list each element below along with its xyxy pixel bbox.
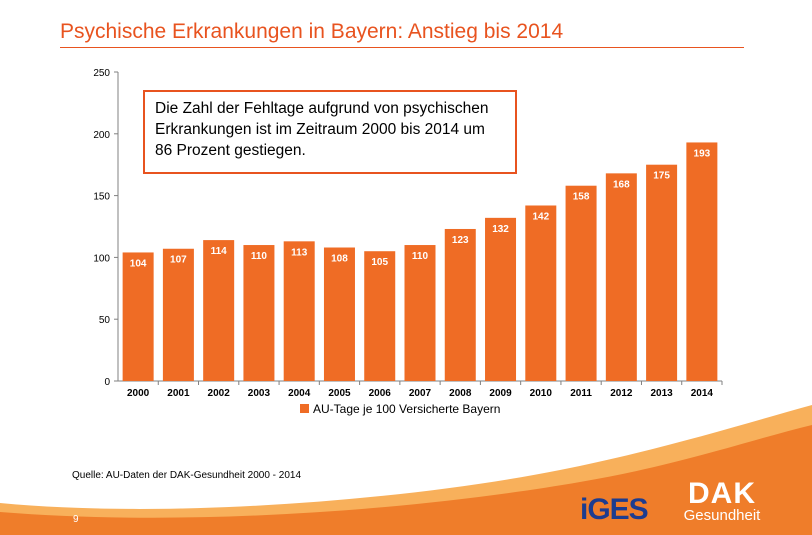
bar: [646, 164, 678, 381]
data-label: 132: [492, 224, 509, 235]
bar: [364, 251, 396, 381]
x-tick-label: 2000: [127, 388, 150, 399]
x-tick-label: 2003: [248, 388, 271, 399]
title-underline: [60, 47, 744, 48]
data-label: 105: [371, 257, 388, 268]
bar: [605, 173, 637, 381]
page-number: 9: [73, 514, 79, 525]
data-label: 158: [573, 192, 590, 203]
callout-box: Die Zahl der Fehltage aufgrund von psych…: [143, 90, 517, 174]
data-label: 142: [532, 211, 549, 222]
iges-logo: iGES: [580, 493, 649, 526]
x-tick-label: 2007: [409, 388, 432, 399]
data-label: 110: [412, 251, 429, 262]
x-tick-label: 2012: [610, 388, 633, 399]
bar: [283, 241, 315, 381]
dak-logo-subtext: Gesundheit: [683, 507, 761, 524]
bar: [243, 245, 275, 381]
data-label: 175: [653, 171, 670, 182]
data-label: 107: [170, 255, 187, 266]
y-tick-label: 250: [93, 68, 110, 79]
bar: [444, 228, 476, 381]
data-label: 114: [211, 246, 228, 257]
x-tick-label: 2009: [489, 388, 512, 399]
y-tick-label: 100: [93, 253, 110, 264]
y-tick-label: 150: [93, 192, 110, 203]
bar: [404, 245, 436, 381]
data-label: 104: [130, 258, 147, 269]
x-tick-label: 2011: [570, 388, 592, 399]
bar: [122, 252, 154, 381]
data-label: 110: [251, 251, 268, 262]
x-tick-label: 2008: [449, 388, 472, 399]
data-label: 193: [694, 148, 711, 159]
data-label: 168: [613, 179, 630, 190]
x-tick-label: 2005: [328, 388, 351, 399]
source-note: Quelle: AU-Daten der DAK-Gesundheit 2000…: [72, 470, 302, 481]
bar: [686, 142, 718, 381]
x-tick-label: 2013: [650, 388, 673, 399]
x-tick-label: 2002: [208, 388, 231, 399]
bar: [323, 247, 355, 381]
bottom-swoosh-dark: [0, 425, 812, 535]
slide-title: Psychische Erkrankungen in Bayern: Ansti…: [60, 20, 564, 43]
y-tick-label: 50: [99, 315, 111, 326]
data-label: 123: [452, 235, 469, 246]
x-tick-label: 2001: [167, 388, 190, 399]
bar: [203, 240, 235, 381]
x-tick-label: 2004: [288, 388, 311, 399]
bar: [525, 205, 557, 381]
bar: [565, 185, 597, 381]
bar: [485, 217, 517, 381]
data-label: 113: [291, 247, 308, 258]
legend-swatch: [300, 404, 309, 413]
legend-label: AU-Tage je 100 Versicherte Bayern: [313, 402, 500, 416]
data-label: 108: [331, 254, 348, 265]
y-tick-label: 0: [104, 377, 110, 388]
bar: [162, 248, 194, 381]
x-tick-label: 2006: [369, 388, 392, 399]
x-tick-label: 2010: [530, 388, 553, 399]
dak-logo: DAK Gesundheit: [672, 477, 772, 524]
x-tick-label: 2014: [691, 388, 714, 399]
y-tick-label: 200: [93, 130, 110, 141]
dak-logo-text: DAK: [688, 477, 756, 510]
